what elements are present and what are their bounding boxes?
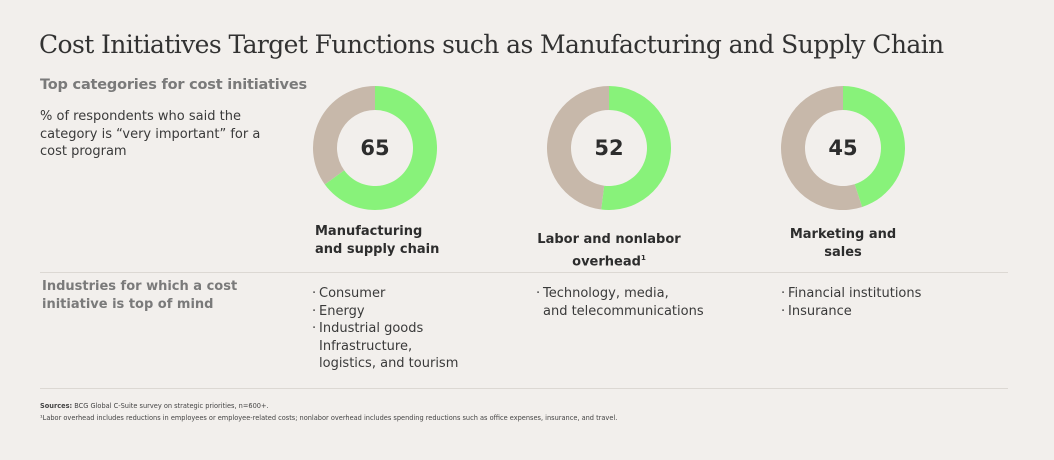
donut-svg (547, 86, 671, 210)
donut-svg (313, 86, 437, 210)
category-label-marketing: Marketing and sales (763, 226, 923, 262)
category-label-line: Manufacturing (315, 224, 423, 239)
category-label-overhead: Labor and nonlabor overhead1 (529, 231, 689, 271)
category-label-text: overhead (572, 254, 641, 270)
donut-segment-value (843, 86, 905, 207)
sources-text: BCG Global C-Suite survey on strategic p… (72, 402, 269, 410)
bullet: · (536, 286, 541, 301)
industry-item-continued: logistics, and tourism (319, 356, 459, 371)
industries-list-overhead: · Technology, media, and telecommunicatio… (536, 285, 704, 320)
industry-text: Technology, media, (543, 286, 669, 301)
industry-item-continued: and telecommunications (543, 303, 704, 319)
footnote-marker: 1 (640, 254, 646, 262)
category-label-line: sales (824, 245, 862, 260)
donut-value-label: 65 (360, 136, 390, 160)
industry-text: Energy (319, 303, 365, 319)
industries-list-manufacturing: · Consumer · Energy · Industrial goods Infr… (312, 285, 458, 373)
industries-heading: Industries for which a cost initiative i… (42, 279, 238, 312)
donut-chart-overhead: 52 (547, 86, 671, 210)
industry-text: Financial institutions (788, 286, 922, 301)
bullet: · (781, 303, 786, 319)
donut-segment-value (601, 86, 671, 210)
chart-description: % of respondents who said the category i… (40, 109, 261, 159)
donut-svg (781, 86, 905, 210)
donut-chart-manufacturing: 65 (313, 86, 437, 210)
page-title: Cost Initiatives Target Functions such a… (39, 30, 944, 59)
industry-text: Insurance (788, 303, 852, 319)
category-label-line: overhead1 (529, 249, 689, 271)
category-label-manufacturing: Manufacturing and supply chain (315, 223, 439, 259)
industry-item-continued: Infrastructure, (319, 338, 413, 354)
donut-segment-remainder (781, 86, 863, 210)
industry-item: · Industrial goods (312, 320, 458, 338)
bullet: · (781, 286, 786, 301)
donut-value-label: 52 (594, 136, 624, 160)
sources-label: Sources: (40, 402, 73, 410)
industry-item: · Energy (312, 303, 458, 321)
sources-note: Sources: BCG Global C-Suite survey on st… (40, 402, 269, 410)
donut-segment-remainder (313, 86, 375, 185)
category-label-line: and supply chain (315, 242, 440, 257)
donut-segment-value (324, 86, 437, 210)
bullet: · (312, 303, 317, 319)
divider-top (40, 272, 1008, 273)
category-label-line: Marketing and (789, 227, 897, 242)
industry-text: Industrial goods (319, 321, 424, 336)
industry-item: · Technology, media, (536, 285, 704, 303)
divider-bottom (40, 388, 1008, 389)
chart-subtitle: Top categories for cost initiatives (40, 77, 307, 93)
bullet: · (312, 286, 317, 301)
footnote: ¹Labor overhead includes reductions in e… (40, 414, 618, 422)
industry-item: · Insurance (781, 303, 921, 321)
donut-value-label: 45 (828, 136, 858, 160)
category-label-line: Labor and nonlabor (537, 232, 681, 247)
industry-item: · Consumer (312, 285, 458, 303)
industries-list-marketing: · Financial institutions · Insurance (781, 285, 921, 320)
industry-item: · Financial institutions (781, 285, 921, 303)
donut-segment-remainder (547, 86, 609, 210)
donut-chart-marketing: 45 (781, 86, 905, 210)
bullet: · (312, 321, 317, 336)
industry-text: Consumer (319, 286, 386, 301)
